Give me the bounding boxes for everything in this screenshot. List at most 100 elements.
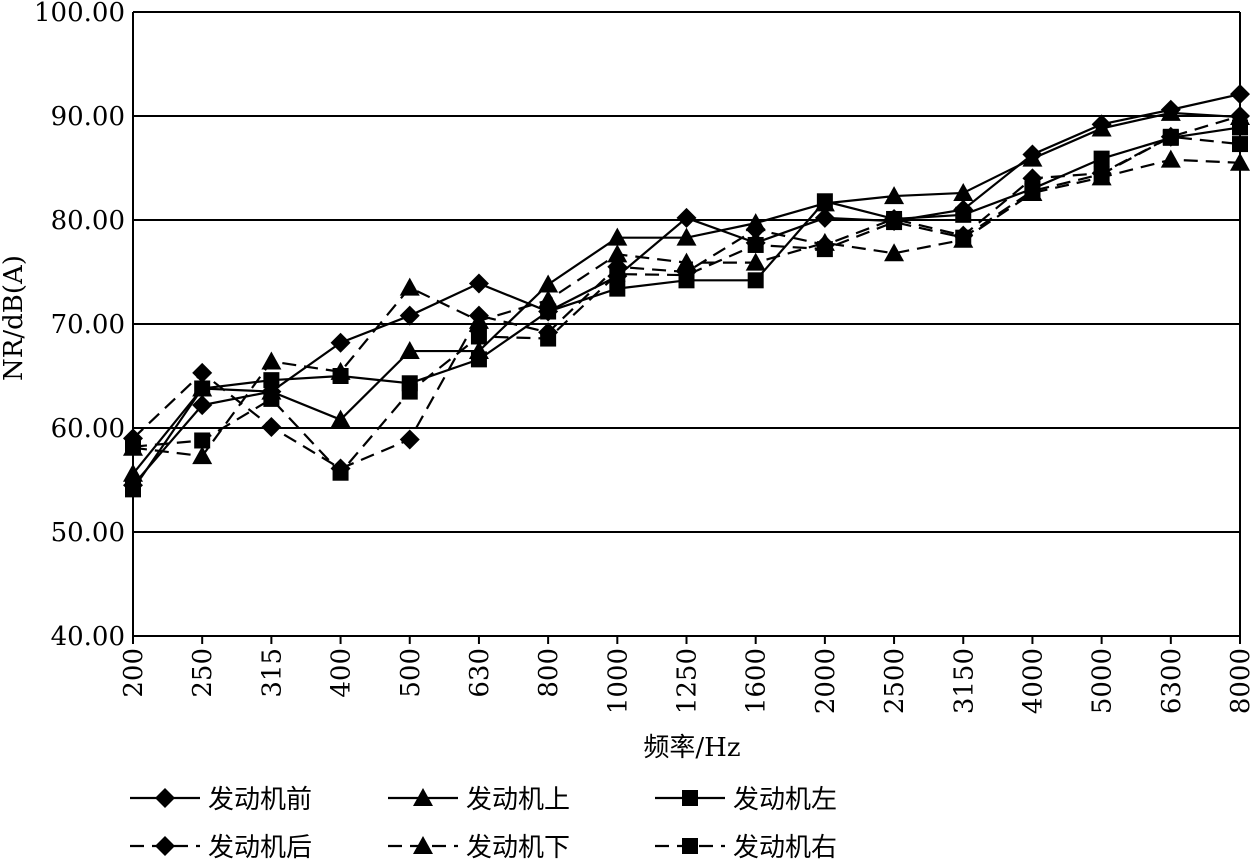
data-point (953, 182, 974, 201)
data-point (745, 219, 766, 240)
data-point (816, 193, 833, 210)
data-point (1230, 106, 1250, 126)
data-point (1160, 102, 1181, 121)
series-4 (123, 106, 1250, 479)
data-point (399, 305, 420, 326)
data-point (1091, 118, 1112, 137)
y-tick-label: 60.00 (51, 414, 125, 444)
data-point (607, 227, 628, 246)
data-point (607, 244, 628, 263)
data-point (745, 252, 766, 271)
legend-label: 发动机前 (208, 785, 312, 815)
x-tick-label: 315 (257, 648, 287, 698)
data-point (125, 481, 141, 498)
legend-marker (413, 788, 433, 806)
x-tick-label: 800 (534, 648, 564, 698)
data-point (1232, 119, 1248, 136)
data-point (330, 409, 351, 428)
data-point (261, 351, 282, 370)
x-tick-label: 1600 (742, 648, 772, 714)
axes (132, 12, 1241, 644)
y-tick-label: 70.00 (51, 310, 125, 340)
x-tick-label: 2500 (880, 648, 910, 714)
data-point (470, 328, 487, 345)
data-point (123, 463, 143, 482)
x-tick-label: 2000 (811, 648, 841, 714)
data-point (330, 361, 351, 380)
y-axis-label: NR/dB(A) (0, 255, 29, 381)
data-point (261, 416, 282, 437)
data-point (332, 464, 349, 481)
data-point (886, 214, 903, 231)
legend-marker (682, 838, 698, 854)
data-point (194, 432, 211, 449)
series-line (132, 158, 1241, 458)
data-point (125, 438, 141, 455)
data-point (1093, 150, 1110, 167)
legend-label: 发动机后 (208, 833, 312, 860)
series-line (132, 93, 1241, 486)
x-tick-label: 8000 (1226, 648, 1252, 714)
data-point (538, 290, 559, 309)
x-tick-label: 1250 (673, 648, 703, 714)
data-point (678, 267, 695, 284)
data-point (192, 446, 213, 465)
legend-marker (682, 790, 698, 806)
legend-marker (155, 788, 175, 808)
grid-lines (133, 11, 1240, 637)
data-point (263, 390, 280, 407)
x-tick-label: 4000 (1018, 648, 1048, 714)
series-line (132, 111, 1241, 475)
data-point (884, 243, 905, 262)
x-tick-label: 200 (119, 648, 149, 698)
x-tick-label: 5000 (1088, 648, 1118, 714)
y-tick-label: 40.00 (51, 622, 125, 652)
data-point (263, 372, 280, 389)
data-point (676, 227, 697, 246)
data-point (399, 277, 420, 296)
legend-label: 发动机下 (466, 833, 570, 860)
data-point (192, 395, 213, 416)
legend-item: 发动机下 (388, 833, 570, 860)
data-point (955, 206, 972, 223)
data-point (468, 273, 489, 294)
data-point (747, 236, 764, 253)
series-line (132, 114, 1241, 470)
data-point (1162, 128, 1179, 145)
x-axis-label: 频率/Hz (643, 733, 740, 763)
data-point (468, 310, 489, 329)
x-tick-label: 500 (396, 648, 426, 698)
y-tick-label: 50.00 (51, 518, 125, 548)
series-2 (123, 102, 1250, 482)
data-point (1230, 152, 1250, 171)
legend-marker (413, 836, 433, 854)
x-tick-label: 400 (327, 648, 357, 698)
data-point (884, 186, 905, 205)
legend-label: 发动机上 (466, 785, 570, 815)
data-point (1024, 182, 1041, 199)
series-6 (125, 128, 1248, 481)
series-group (123, 84, 1250, 498)
data-point (330, 332, 351, 353)
legend-item: 发动机右 (655, 833, 837, 860)
data-point (470, 351, 487, 368)
y-tick-label: 90.00 (51, 102, 125, 132)
legend-item: 发动机上 (388, 785, 570, 815)
legend-marker (155, 836, 175, 856)
series-line (132, 135, 1241, 475)
series-line (132, 126, 1241, 490)
x-tick-label: 630 (465, 648, 495, 698)
data-point (676, 252, 697, 271)
data-point (401, 383, 418, 400)
data-point (747, 272, 764, 289)
data-point (814, 207, 835, 228)
x-tick-label: 250 (188, 648, 218, 698)
legend-item: 发动机左 (655, 785, 837, 815)
y-tick-label: 100.00 (34, 0, 125, 28)
data-point (538, 274, 559, 293)
data-point (816, 241, 833, 258)
legend-item: 发动机前 (130, 785, 312, 815)
data-point (1160, 149, 1181, 168)
data-point (955, 229, 972, 246)
x-tick-labels: 200 250 315 400 500 630 800 1000 1250 1600 2000 250… (119, 648, 1252, 714)
